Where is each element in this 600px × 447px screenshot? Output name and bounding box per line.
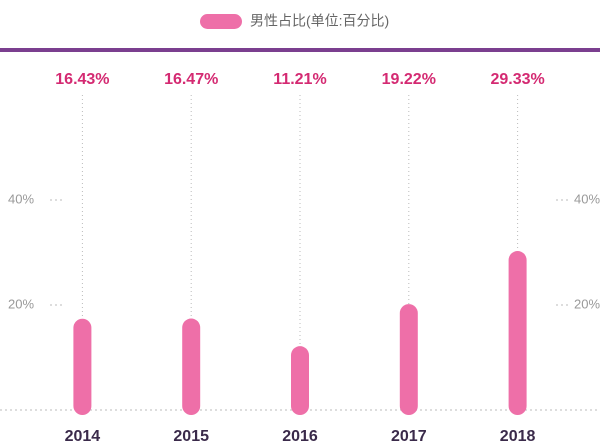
bar — [182, 318, 201, 415]
y-tick-label: 20% — [8, 296, 34, 311]
value-label: 16.47% — [164, 71, 218, 88]
y-tick-label: 40% — [574, 191, 600, 206]
value-label: 29.33% — [490, 71, 544, 88]
legend-label: 男性占比(单位:百分比) — [250, 13, 389, 29]
x-tick-label: 2016 — [282, 428, 318, 445]
x-tick-label: 2018 — [500, 428, 536, 445]
x-tick-label: 2015 — [173, 428, 209, 445]
value-label: 19.22% — [382, 71, 436, 88]
value-label: 11.21% — [273, 71, 326, 88]
y-tick-label: 40% — [8, 191, 34, 206]
x-tick-label: 2014 — [65, 428, 101, 445]
bar — [73, 318, 92, 415]
bar — [508, 251, 527, 415]
bar — [399, 304, 418, 415]
y-tick-label: 20% — [574, 296, 600, 311]
x-tick-label: 2017 — [391, 428, 427, 445]
bar — [291, 346, 309, 415]
value-label: 16.43% — [55, 71, 109, 88]
header-rule — [0, 48, 600, 52]
legend-swatch — [200, 14, 242, 29]
